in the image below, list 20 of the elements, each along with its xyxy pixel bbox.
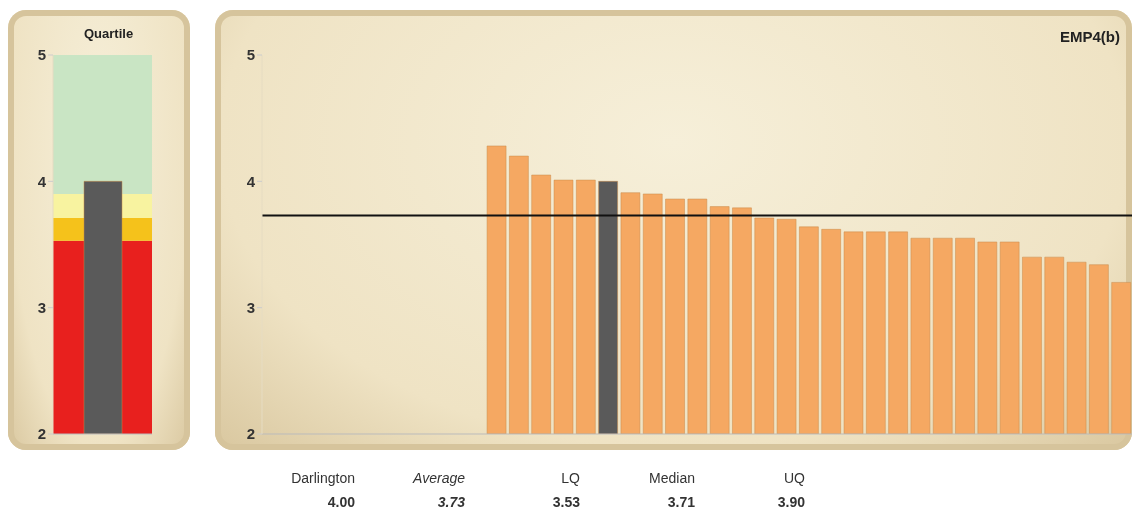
y-tick-label: 5 — [37, 46, 46, 64]
y-tick-label: 4 — [37, 172, 47, 190]
text: Median — [649, 470, 695, 486]
y-tick-label: 5 — [246, 46, 255, 64]
text: 3.53 — [552, 494, 580, 510]
chart-title: EMP4(b) — [1060, 28, 1120, 45]
text: 3.71 — [667, 494, 695, 510]
text: UQ — [784, 470, 805, 486]
y-tick-label: 3 — [37, 298, 46, 316]
text: 4.00 — [327, 494, 355, 510]
chart-title: Quartile — [84, 26, 134, 41]
text: 3.73 — [437, 494, 465, 510]
y-tick-label: 2 — [37, 425, 46, 443]
y-tick-label: 3 — [246, 298, 255, 316]
y-tick-label: 2 — [246, 425, 255, 443]
y-tick-label: 4 — [246, 172, 256, 190]
text: Average — [413, 470, 465, 486]
text: 3.90 — [777, 494, 805, 510]
text: LQ — [561, 470, 580, 486]
text: Darlington — [291, 470, 355, 486]
